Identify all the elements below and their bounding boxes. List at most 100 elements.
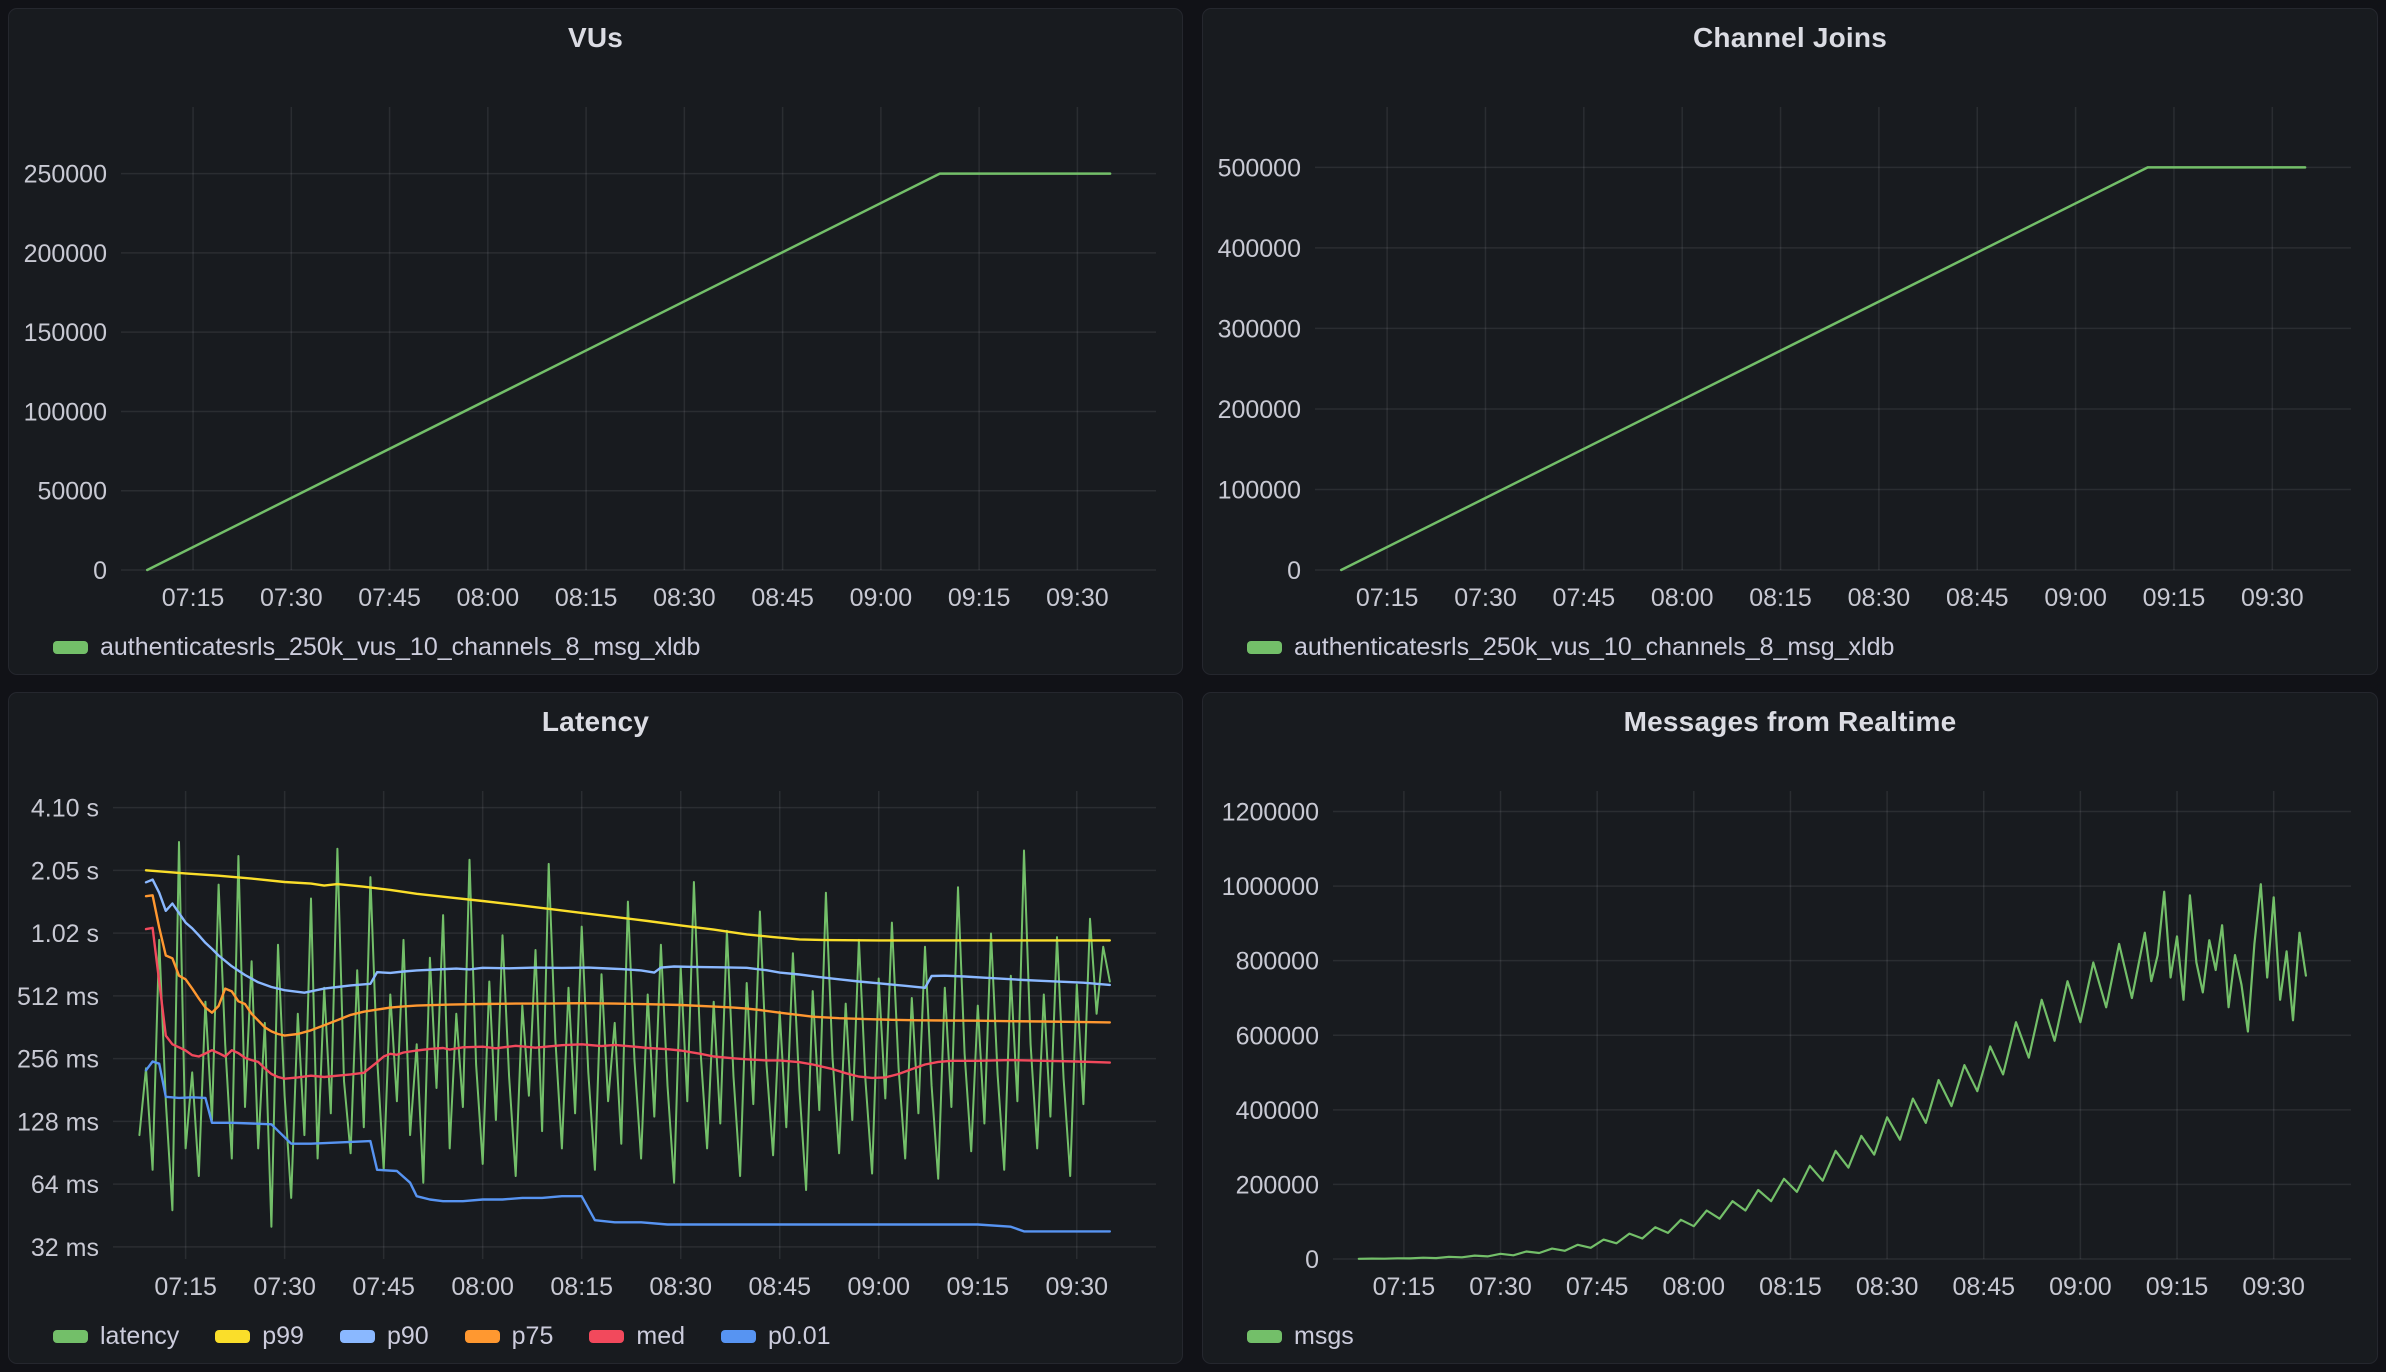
y-tick-label: 400000: [1236, 1097, 1319, 1125]
latency-legend: latency p99 p90 p75 med p0.01: [9, 1317, 1182, 1363]
vus-chart[interactable]: 07:15 07:30 07:45 08:00 08:15 08:30 08:45 09:00…: [9, 67, 1182, 628]
x-tick-label: 09:15: [946, 1273, 1009, 1301]
messages-legend: msgs: [1203, 1317, 2377, 1363]
y-tick-label: 1.02 s: [31, 920, 99, 948]
x-tick-label: 07:15: [154, 1273, 217, 1301]
y-tick-label: 150000: [24, 319, 107, 347]
y-tick-label: 4.10 s: [31, 795, 99, 823]
legend-swatch: [589, 1329, 625, 1343]
y-tick-label: 100000: [1218, 476, 1301, 504]
y-tick-label: 512 ms: [17, 983, 99, 1011]
y-tick-label: 400000: [1218, 235, 1301, 263]
series-line-med: [144, 926, 1112, 1080]
x-tick-label: 07:15: [1356, 584, 1419, 612]
x-tick-label: 08:30: [1856, 1273, 1919, 1301]
x-tick-label: 07:30: [260, 584, 323, 612]
x-tick-label: 08:45: [751, 584, 814, 612]
y-tick-label: 600000: [1236, 1022, 1319, 1050]
legend-swatch: [721, 1329, 757, 1343]
panel-channel-joins: Channel Joins 07:15 07:30 07:45 08:00 08:15 0…: [1202, 8, 2378, 675]
x-tick-label: 09:00: [850, 584, 913, 612]
series-line-authenticatesrls_250k_vus_10_channels_8_msg_xldb: [145, 172, 1112, 572]
legend-item-msgs[interactable]: msgs: [1247, 1322, 1354, 1351]
x-tick-label: 07:45: [358, 584, 421, 612]
panel-title-channel-joins: Channel Joins: [1693, 22, 1887, 53]
messages-chart[interactable]: 07:15 07:30 07:45 08:00 08:15 08:30 08:45 09:00…: [1203, 751, 2377, 1317]
series-line-latency: [138, 841, 1111, 1228]
x-tick-label: 08:45: [1946, 584, 2009, 612]
series-line-authenticatesrls_250k_vus_10_channels_8_msg_xldb: [1339, 166, 2307, 572]
panel-messages-from-realtime: Messages from Realtime 07:15 07:30 07:45 08…: [1202, 692, 2378, 1364]
y-tick-label: 800000: [1236, 948, 1319, 976]
channel-joins-legend: authenticatesrls_250k_vus_10_channels_8_…: [1203, 628, 2377, 674]
y-tick-label: 128 ms: [17, 1108, 99, 1136]
y-tick-label: 200000: [1236, 1171, 1319, 1199]
y-tick-label: 256 ms: [17, 1046, 99, 1074]
x-tick-label: 07:15: [162, 584, 225, 612]
x-tick-label: 08:15: [1749, 584, 1812, 612]
legend-item-med[interactable]: med: [589, 1322, 685, 1351]
y-tick-label: 300000: [1218, 315, 1301, 343]
latency-chart[interactable]: 07:15 07:30 07:45 08:00 08:15 08:30 08:45 09:00…: [9, 751, 1182, 1317]
y-tick-label: 0: [1287, 557, 1301, 585]
x-tick-label: 09:00: [2049, 1273, 2112, 1301]
x-tick-label: 09:30: [2241, 584, 2304, 612]
legend-label: p99: [262, 1321, 304, 1350]
y-tick-label: 250000: [24, 161, 107, 189]
y-tick-label: 200000: [1218, 396, 1301, 424]
panel-latency: Latency 07:15 07:30 07:45 08:00 08:15 08:30 08…: [8, 692, 1183, 1364]
x-tick-label: 09:00: [847, 1273, 910, 1301]
legend-item-authenticatesrls_250k_vus_10_channels_8_msg_xldb[interactable]: authenticatesrls_250k_vus_10_channels_8_…: [1247, 633, 1894, 662]
x-tick-label: 07:45: [352, 1273, 415, 1301]
x-tick-label: 08:00: [1663, 1273, 1726, 1301]
y-tick-label: 32 ms: [31, 1234, 99, 1262]
x-tick-label: 07:15: [1373, 1273, 1436, 1301]
x-tick-label: 08:15: [550, 1273, 613, 1301]
y-tick-label: 200000: [24, 240, 107, 268]
legend-item-p0.01[interactable]: p0.01: [721, 1322, 831, 1351]
x-tick-label: 07:30: [253, 1273, 316, 1301]
x-tick-label: 08:15: [555, 584, 618, 612]
legend-label: p75: [511, 1321, 554, 1350]
x-tick-label: 08:30: [1848, 584, 1911, 612]
legend-item-latency[interactable]: latency: [53, 1322, 179, 1351]
x-tick-label: 09:30: [1046, 1273, 1109, 1301]
y-tick-label: 100000: [24, 398, 107, 426]
panel-title-latency: Latency: [541, 706, 650, 737]
x-tick-label: 09:15: [2146, 1273, 2209, 1301]
x-tick-label: 09:00: [2044, 584, 2107, 612]
legend-item-authenticatesrls_250k_vus_10_channels_8_msg_xldb[interactable]: authenticatesrls_250k_vus_10_channels_8_…: [53, 633, 700, 662]
x-tick-label: 07:45: [1553, 584, 1616, 612]
x-tick-label: 07:30: [1469, 1273, 1532, 1301]
y-tick-label: 500000: [1218, 154, 1301, 182]
legend-swatch: [464, 1329, 500, 1343]
legend-swatch: [1247, 1329, 1282, 1343]
legend-swatch: [53, 640, 88, 654]
series-line-msgs: [1357, 883, 2308, 1260]
series-line-p75: [144, 894, 1112, 1037]
y-tick-label: 0: [1305, 1246, 1319, 1274]
x-tick-label: 08:00: [1651, 584, 1714, 612]
x-tick-label: 08:45: [748, 1273, 811, 1301]
x-tick-label: 09:30: [2242, 1273, 2305, 1301]
series-line-p99: [144, 869, 1112, 942]
vus-legend: authenticatesrls_250k_vus_10_channels_8_…: [9, 628, 1182, 674]
x-tick-label: 08:15: [1759, 1273, 1822, 1301]
legend-swatch: [339, 1329, 375, 1343]
x-tick-label: 08:00: [451, 1273, 514, 1301]
channel-joins-chart[interactable]: 07:15 07:30 07:45 08:00 08:15 08:30 08:45 09:00…: [1203, 67, 2377, 628]
y-tick-label: 0: [93, 557, 107, 585]
panel-title-messages: Messages from Realtime: [1623, 706, 1957, 737]
x-tick-label: 09:15: [2143, 584, 2206, 612]
legend-item-p90[interactable]: p90: [339, 1321, 429, 1351]
legend-label: med: [636, 1321, 686, 1350]
x-tick-label: 09:15: [948, 584, 1011, 612]
series-line-p90: [144, 878, 1112, 994]
legend-item-p99[interactable]: p99: [215, 1322, 304, 1351]
legend-label: latency: [100, 1321, 180, 1350]
legend-label: p0.01: [768, 1321, 831, 1350]
x-tick-label: 08:00: [457, 584, 520, 612]
legend-item-p75[interactable]: p75: [464, 1321, 554, 1351]
legend-label: p90: [386, 1321, 429, 1350]
legend-swatch: [215, 1329, 251, 1343]
